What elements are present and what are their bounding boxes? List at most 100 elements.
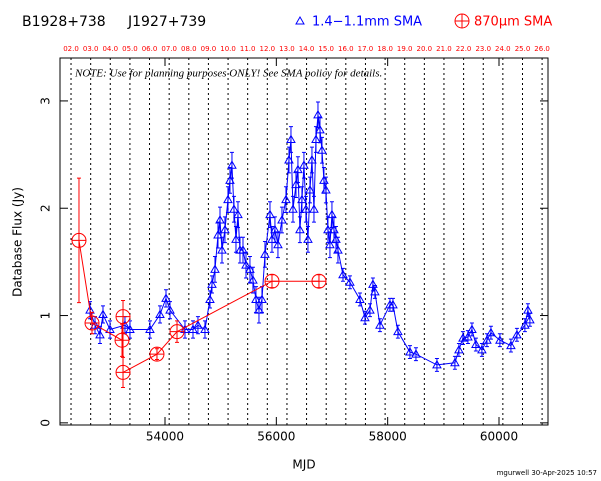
data-point [321,184,331,194]
data-point [169,324,185,340]
x2-tick-label: 20.0 [417,45,433,53]
data-point [188,324,198,333]
x2-tick-label: 12.0 [260,45,276,53]
footer: mgurwell 30-Apr-2025 10:57 [497,469,597,477]
data-point [311,273,327,289]
data-point [200,324,210,333]
data-point [338,269,348,279]
data-point [368,279,378,288]
x2-tick-label: 16.0 [338,45,354,53]
chart-subtitle: J1927+739 [127,14,206,30]
data-point [512,329,522,339]
data-point [207,279,217,288]
data-point [267,234,277,243]
data-point [125,324,135,333]
data-point [223,194,233,204]
error-bar [190,320,195,339]
error-bar [267,201,272,229]
data-point [273,239,283,249]
error-bar [279,206,284,234]
data-point [327,209,337,219]
data-point [288,204,298,213]
error-bar [222,216,227,244]
data-point [281,194,291,204]
error-bar [163,289,168,308]
error-bar [209,275,214,294]
data-point [303,234,313,243]
data-point [251,294,261,303]
x-tick-label: 54000 [146,430,184,444]
error-bar [319,136,324,164]
data-point [299,160,309,169]
data-point [217,245,227,254]
legend-marker [295,15,305,25]
error-bar [303,195,308,223]
data-point [84,315,100,331]
x2-tick-label: 11.0 [240,45,256,53]
data-point [311,134,321,144]
error-bar [168,301,173,320]
error-bar [283,186,288,214]
legend-marker [454,13,470,29]
data-point [291,179,301,189]
data-point [238,245,248,254]
x2-tick-label: 10.0 [220,45,236,53]
data-point [225,175,235,184]
data-point [254,305,264,314]
data-point [355,294,365,303]
data-point [257,294,267,303]
data-point [220,224,230,234]
x2-tick-label: 06.0 [142,45,158,53]
error-bar [235,201,240,229]
x2-tick-label: 15.0 [318,45,334,53]
data-point [450,357,460,367]
data-point [114,332,130,348]
data-point [463,331,473,341]
x2-tick-label: 08.0 [181,45,197,53]
data-point [313,109,323,119]
x2-tick-label: 23.0 [475,45,491,53]
error-bar [335,236,340,264]
error-bar [313,126,318,153]
data-point [286,134,296,144]
data-point [71,232,87,248]
error-bar [305,225,310,253]
data-point [293,164,303,174]
error-bar [157,305,162,324]
x2-tick-label: 14.0 [299,45,315,53]
x2-tick-label: 18.0 [377,45,393,53]
data-point [231,234,241,243]
error-bar [311,195,316,223]
x2-tick-label: 19.0 [397,45,413,53]
error-bar [297,216,302,244]
data-point [305,184,315,194]
data-point [90,320,100,329]
y-tick-label: 1 [39,312,53,320]
data-point [388,299,398,309]
data-point [193,320,203,329]
data-point [265,209,275,219]
data-point [215,215,225,224]
data-point [301,204,311,213]
x2-tick-label: 02.0 [63,45,79,53]
data-point [333,245,343,254]
data-point [95,329,105,339]
data-point [297,194,307,204]
data-point [307,154,317,164]
data-point [520,320,530,329]
data-point [98,309,108,318]
error-bar [240,236,245,264]
data-point [467,324,477,333]
error-bar [250,266,255,294]
data-point [295,224,305,234]
data-point [486,327,496,337]
data-point [454,344,464,354]
data-point [115,309,131,325]
x2-tick-label: 07.0 [161,45,177,53]
error-bar [147,320,152,339]
x2-tick-label: 24.0 [495,45,511,53]
data-point [360,312,370,322]
x2-tick-label: 17.0 [358,45,374,53]
